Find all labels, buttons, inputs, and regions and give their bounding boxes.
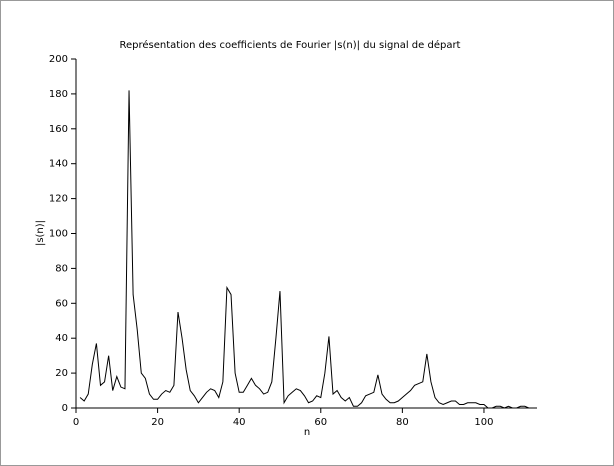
x-tick-label: 80 — [396, 417, 409, 428]
y-tick-label: 200 — [49, 54, 68, 65]
x-tick-label: 60 — [314, 417, 327, 428]
x-tick-label: 0 — [73, 417, 79, 428]
y-tick-label: 80 — [55, 263, 68, 274]
y-tick-label: 100 — [49, 229, 68, 240]
y-tick-label: 0 — [62, 403, 68, 414]
data-line — [79, 90, 533, 409]
x-axis-label: n — [304, 427, 310, 438]
y-tick-label: 140 — [49, 159, 68, 170]
y-tick-label: 40 — [55, 333, 68, 344]
y-tick-label: 180 — [49, 89, 68, 100]
y-tick-label: 120 — [49, 194, 68, 205]
x-tick-label: 100 — [474, 417, 493, 428]
x-tick-label: 40 — [233, 417, 246, 428]
y-axis-label: |s(n)| — [35, 220, 46, 246]
chart-title: Représentation des coefficients de Fouri… — [120, 39, 461, 51]
y-tick-label: 20 — [55, 368, 68, 379]
y-tick-label: 160 — [49, 124, 68, 135]
y-tick-label: 60 — [55, 298, 68, 309]
x-tick-label: 20 — [151, 417, 164, 428]
